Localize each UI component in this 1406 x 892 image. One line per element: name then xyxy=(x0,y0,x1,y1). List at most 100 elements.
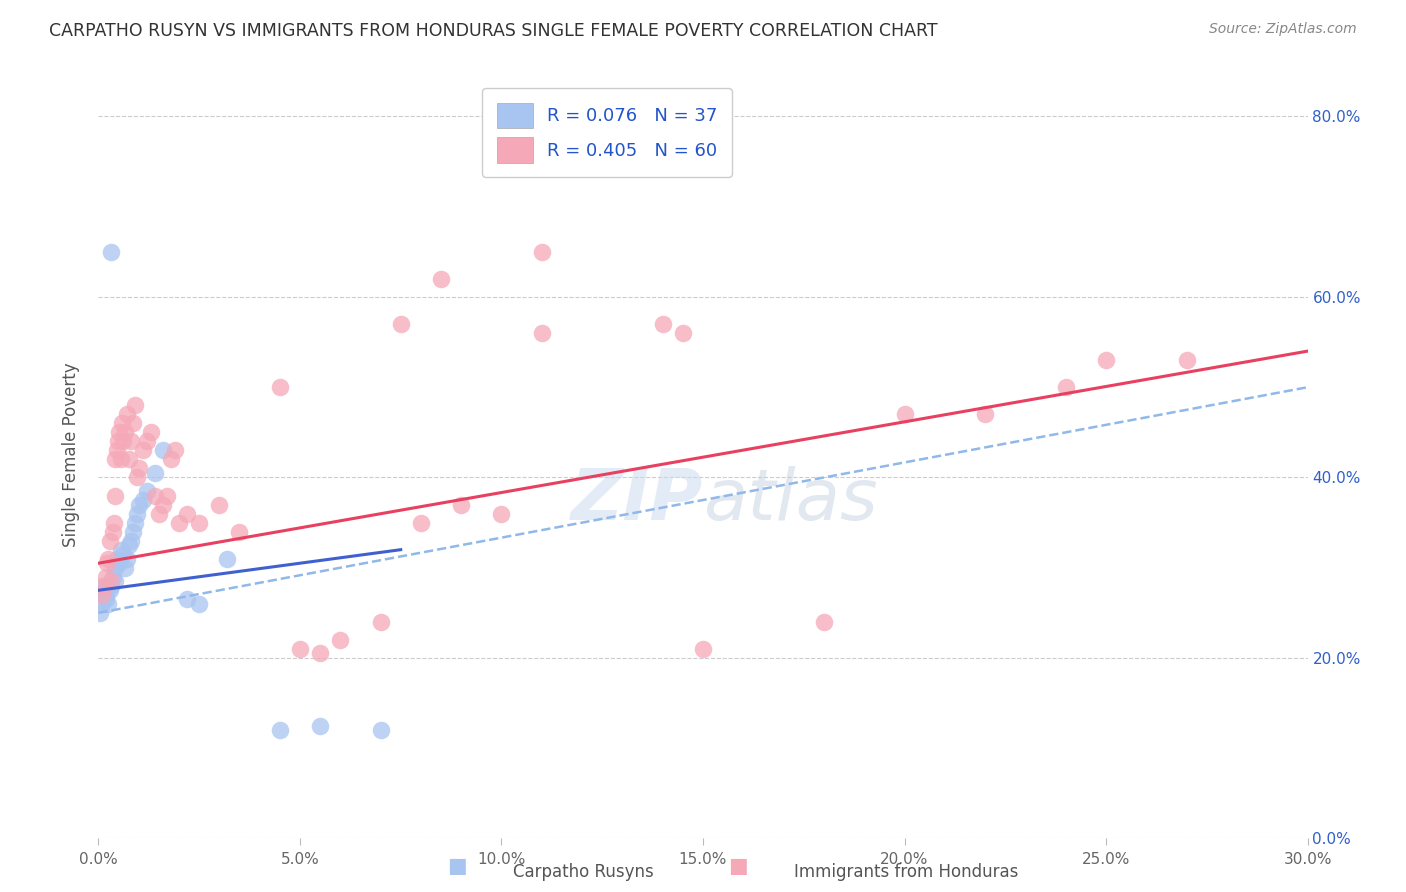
Point xyxy=(105,443,128,458)
Point xyxy=(94,592,117,607)
Text: CARPATHO RUSYN VS IMMIGRANTS FROM HONDURAS SINGLE FEMALE POVERTY CORRELATION CHA: CARPATHO RUSYN VS IMMIGRANTS FROM HONDUR… xyxy=(49,22,938,40)
Point xyxy=(692,642,714,657)
Point xyxy=(1175,353,1198,368)
Text: ■: ■ xyxy=(447,856,467,876)
Point xyxy=(91,583,114,598)
Point xyxy=(139,425,162,440)
Point xyxy=(309,719,332,733)
Point xyxy=(90,597,112,611)
Point xyxy=(97,551,120,566)
Text: ZIP: ZIP xyxy=(571,467,703,535)
Point xyxy=(101,570,124,584)
Point xyxy=(430,272,453,286)
Point xyxy=(152,498,174,512)
Point xyxy=(118,538,141,552)
Point xyxy=(111,547,134,561)
Point xyxy=(121,524,143,539)
Point xyxy=(208,498,231,512)
Point xyxy=(96,556,118,570)
Point xyxy=(135,434,157,449)
Point xyxy=(160,452,183,467)
Point xyxy=(309,647,332,661)
Point xyxy=(125,507,148,521)
Point xyxy=(98,583,121,598)
Point xyxy=(974,407,997,421)
Point xyxy=(93,579,115,593)
Point xyxy=(128,461,150,475)
Point xyxy=(103,489,125,503)
Point xyxy=(156,489,179,503)
Point xyxy=(104,452,127,467)
Point xyxy=(120,533,142,548)
Point xyxy=(176,592,198,607)
Point xyxy=(107,425,129,440)
Point xyxy=(128,498,150,512)
Point xyxy=(530,326,553,340)
Point xyxy=(813,615,835,629)
Point xyxy=(188,597,211,611)
Text: Source: ZipAtlas.com: Source: ZipAtlas.com xyxy=(1209,22,1357,37)
Point xyxy=(491,507,513,521)
Text: Immigrants from Honduras: Immigrants from Honduras xyxy=(794,863,1019,881)
Legend: R = 0.076   N = 37, R = 0.405   N = 60: R = 0.076 N = 37, R = 0.405 N = 60 xyxy=(482,88,733,178)
Point xyxy=(217,551,239,566)
Point xyxy=(1054,380,1077,394)
Point xyxy=(530,244,553,259)
Point xyxy=(101,524,124,539)
Point xyxy=(148,507,170,521)
Point xyxy=(114,425,136,440)
Text: ■: ■ xyxy=(728,856,748,876)
Point xyxy=(110,452,132,467)
Point xyxy=(370,723,392,738)
Point xyxy=(143,489,166,503)
Point xyxy=(91,588,114,602)
Point xyxy=(100,574,122,589)
Point xyxy=(111,417,134,431)
Point xyxy=(124,516,146,530)
Point xyxy=(115,551,138,566)
Point xyxy=(96,570,118,584)
Point xyxy=(450,498,472,512)
Point xyxy=(105,551,128,566)
Point xyxy=(100,244,122,259)
Point xyxy=(135,483,157,498)
Point xyxy=(176,507,198,521)
Point xyxy=(124,398,146,412)
Point xyxy=(288,642,311,657)
Point xyxy=(115,407,138,421)
Point xyxy=(111,434,134,449)
Point xyxy=(107,556,129,570)
Point xyxy=(152,443,174,458)
Point xyxy=(103,516,125,530)
Point xyxy=(132,493,155,508)
Point xyxy=(672,326,695,340)
Point xyxy=(125,470,148,484)
Point xyxy=(103,574,125,589)
Point xyxy=(188,516,211,530)
Point xyxy=(651,317,673,331)
Y-axis label: Single Female Poverty: Single Female Poverty xyxy=(62,363,80,547)
Point xyxy=(893,407,915,421)
Point xyxy=(91,579,114,593)
Point xyxy=(143,466,166,480)
Text: atlas: atlas xyxy=(703,467,877,535)
Point xyxy=(370,615,392,629)
Point xyxy=(93,588,115,602)
Point xyxy=(110,542,132,557)
Point xyxy=(132,443,155,458)
Point xyxy=(167,516,190,530)
Point xyxy=(107,434,129,449)
Point xyxy=(96,579,118,593)
Point xyxy=(409,516,432,530)
Point xyxy=(163,443,186,458)
Point xyxy=(121,417,143,431)
Point xyxy=(1095,353,1118,368)
Point xyxy=(96,588,118,602)
Point xyxy=(389,317,412,331)
Text: Carpatho Rusyns: Carpatho Rusyns xyxy=(513,863,654,881)
Point xyxy=(100,579,122,593)
Point xyxy=(228,524,250,539)
Point xyxy=(329,632,352,647)
Point xyxy=(118,452,141,467)
Point xyxy=(98,533,121,548)
